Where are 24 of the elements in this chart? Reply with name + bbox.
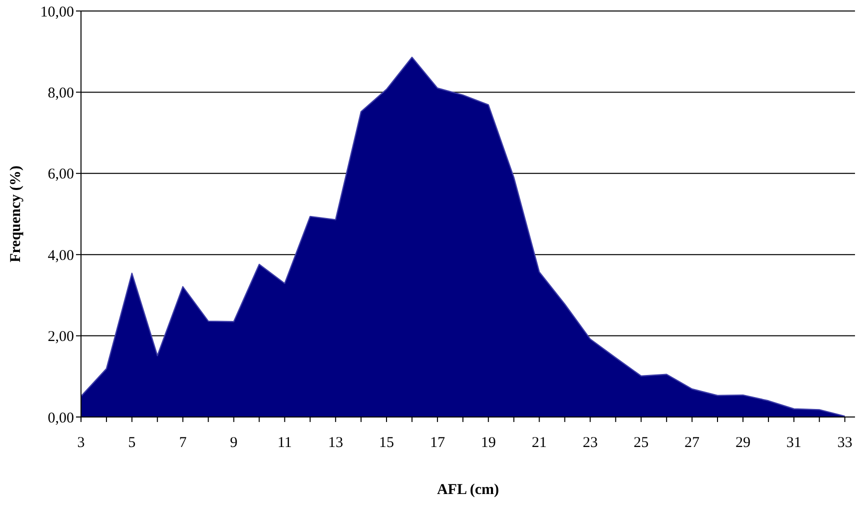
x-tick-label: 7 <box>179 435 188 451</box>
x-tick-label: 29 <box>735 435 750 451</box>
x-tick-label: 31 <box>786 435 802 451</box>
x-tick-label: 23 <box>582 435 598 451</box>
y-tick-label: 2,00 <box>48 329 74 346</box>
x-tick-label: 19 <box>480 435 496 451</box>
x-tick-label: 25 <box>634 435 649 451</box>
x-tick-label: 13 <box>328 435 344 451</box>
y-axis-title: Frequency (%) <box>8 166 24 262</box>
x-tick-label: 3 <box>77 435 85 451</box>
y-tick-label: 0,00 <box>48 410 74 426</box>
x-tick-label: 11 <box>277 435 292 451</box>
x-tick-label: 17 <box>430 435 446 451</box>
x-axis-title: AFL (cm) <box>436 482 500 498</box>
x-tick-label: 5 <box>128 435 136 451</box>
y-tick-label: 6,00 <box>48 166 74 183</box>
x-tick-label: 27 <box>684 435 700 451</box>
x-tick-label: 15 <box>379 435 394 451</box>
x-tick-label: 9 <box>230 435 238 451</box>
y-tick-label: 10,00 <box>40 4 74 20</box>
x-tick-label: 21 <box>532 435 547 451</box>
x-tick-label: 33 <box>837 435 852 451</box>
y-tick-label: 4,00 <box>48 248 74 264</box>
y-tick-label: 8,00 <box>48 85 74 102</box>
